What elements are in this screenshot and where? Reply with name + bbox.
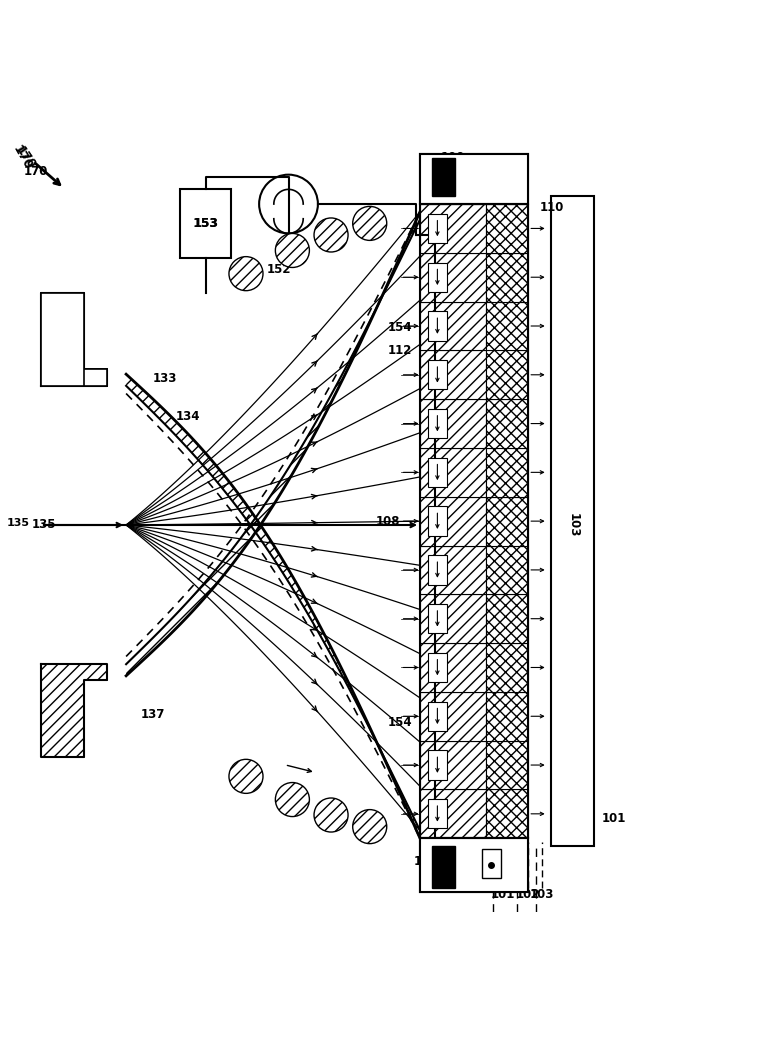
Bar xyxy=(41,293,84,385)
Bar xyxy=(41,369,107,385)
Bar xyxy=(428,360,447,390)
Bar xyxy=(428,408,447,438)
Bar xyxy=(420,594,486,643)
Bar xyxy=(420,790,486,838)
Text: 138: 138 xyxy=(462,859,487,872)
Polygon shape xyxy=(41,665,107,757)
Circle shape xyxy=(314,798,348,832)
Bar xyxy=(486,594,528,643)
Bar xyxy=(486,692,528,740)
Circle shape xyxy=(229,759,263,794)
Polygon shape xyxy=(126,374,420,838)
Text: 103: 103 xyxy=(530,888,555,901)
Text: 137: 137 xyxy=(141,708,166,721)
Text: 112: 112 xyxy=(388,344,412,357)
Text: 154: 154 xyxy=(387,321,412,334)
Bar xyxy=(486,448,528,497)
Bar xyxy=(420,301,486,351)
Bar xyxy=(428,506,447,536)
Bar xyxy=(428,312,447,340)
Bar xyxy=(420,351,486,399)
Bar xyxy=(420,643,486,692)
Text: 110: 110 xyxy=(539,202,564,214)
Bar xyxy=(420,838,528,892)
Bar xyxy=(486,204,528,253)
Text: 100: 100 xyxy=(440,151,465,164)
Bar xyxy=(420,253,486,301)
Bar xyxy=(482,849,501,879)
Text: 136: 136 xyxy=(414,855,438,868)
Text: 134: 134 xyxy=(176,411,200,423)
Bar xyxy=(486,643,528,692)
Bar xyxy=(428,604,447,633)
Bar xyxy=(428,262,447,292)
Text: 153: 153 xyxy=(194,217,218,230)
Text: 152: 152 xyxy=(266,264,291,276)
Text: 135: 135 xyxy=(6,518,30,528)
Bar xyxy=(420,204,528,838)
Text: 108: 108 xyxy=(376,514,401,528)
Circle shape xyxy=(276,233,309,268)
Circle shape xyxy=(353,810,387,843)
Bar xyxy=(420,740,486,790)
Text: 135: 135 xyxy=(32,519,56,531)
Text: 170: 170 xyxy=(23,166,48,179)
Bar xyxy=(486,351,528,399)
Bar xyxy=(41,369,107,385)
Bar xyxy=(551,196,594,846)
Bar xyxy=(428,214,447,243)
Text: 132: 132 xyxy=(437,863,461,876)
Bar xyxy=(428,555,447,585)
Bar xyxy=(420,153,528,204)
Text: 102: 102 xyxy=(516,888,540,901)
Text: 154: 154 xyxy=(387,716,412,729)
Text: 103: 103 xyxy=(566,512,580,538)
Polygon shape xyxy=(126,212,420,676)
Text: 101: 101 xyxy=(601,813,626,825)
Bar xyxy=(428,458,447,487)
Bar xyxy=(420,838,528,892)
Bar xyxy=(486,253,528,301)
Bar xyxy=(41,293,84,385)
Bar xyxy=(180,189,230,258)
Bar xyxy=(420,448,486,497)
Circle shape xyxy=(353,207,387,240)
Bar xyxy=(420,497,486,546)
Bar xyxy=(420,204,486,253)
Bar xyxy=(486,399,528,448)
Bar xyxy=(420,399,486,448)
Bar xyxy=(432,846,455,888)
Bar xyxy=(486,301,528,351)
Circle shape xyxy=(229,256,263,291)
Bar xyxy=(486,546,528,594)
Text: 170: 170 xyxy=(13,144,38,171)
Circle shape xyxy=(314,218,348,252)
Bar xyxy=(41,369,107,385)
Bar xyxy=(428,751,447,780)
Text: 153: 153 xyxy=(193,217,219,230)
Polygon shape xyxy=(41,293,107,385)
Text: 170: 170 xyxy=(9,143,34,172)
Bar xyxy=(486,497,528,546)
Text: 101: 101 xyxy=(490,888,515,901)
Bar xyxy=(486,740,528,790)
Bar xyxy=(420,546,486,594)
Bar xyxy=(486,790,528,838)
Bar xyxy=(432,158,455,196)
Circle shape xyxy=(276,782,309,817)
Bar xyxy=(420,692,486,740)
Bar xyxy=(428,701,447,731)
Bar xyxy=(428,653,447,682)
Bar xyxy=(428,799,447,828)
Bar xyxy=(420,153,528,204)
Text: 133: 133 xyxy=(152,372,177,384)
